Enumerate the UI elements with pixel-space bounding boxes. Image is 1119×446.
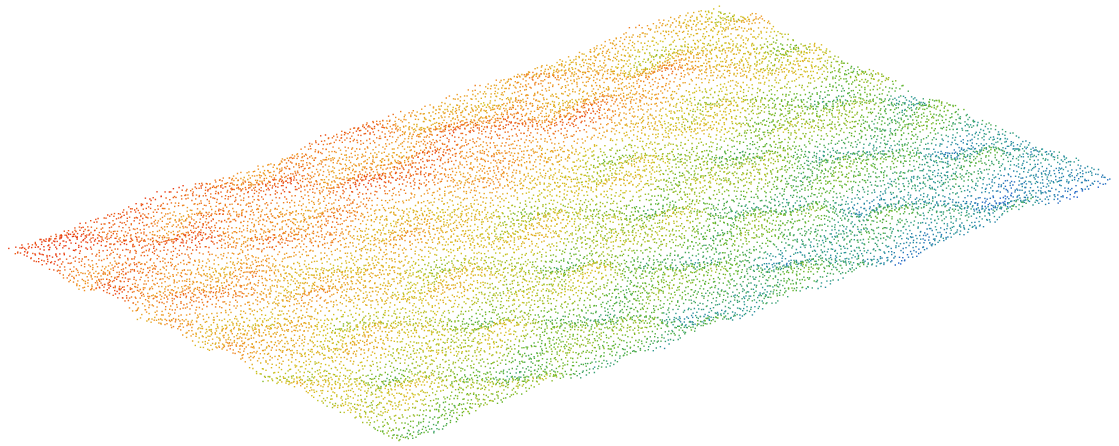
point-cloud [8, 5, 1111, 442]
point-cloud-points [69, 17, 764, 359]
point-cloud-points [380, 65, 1015, 438]
point-cloud-points [418, 95, 1060, 433]
